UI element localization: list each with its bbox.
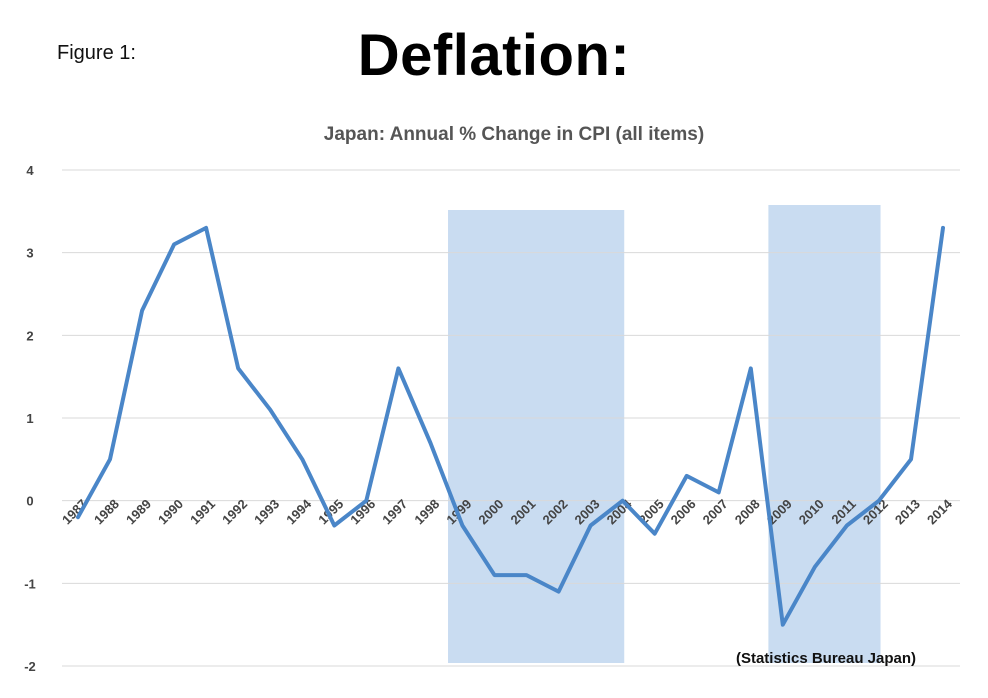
source-note: (Statistics Bureau Japan) — [736, 650, 916, 667]
y-tick-4: 4 — [26, 163, 34, 178]
y-tick-1: 1 — [26, 411, 33, 426]
y-tick--1: -1 — [24, 576, 36, 591]
y-axis-ticks: -2 -1 0 1 2 3 4 — [24, 163, 36, 674]
chart-title: Japan: Annual % Change in CPI (all items… — [324, 124, 704, 145]
figure-label: Figure 1: — [57, 42, 136, 64]
shaded-region-2009-2012 — [768, 205, 881, 663]
series-layer — [76, 225, 945, 627]
shaded-region-1999-2004 — [448, 210, 625, 663]
series-line — [76, 225, 945, 627]
y-tick--2: -2 — [24, 659, 36, 674]
y-tick-2: 2 — [26, 328, 33, 343]
recession-shading — [448, 205, 881, 663]
page-title: Deflation: — [357, 23, 631, 88]
y-tick-3: 3 — [26, 246, 33, 261]
y-tick-0: 0 — [26, 494, 33, 509]
